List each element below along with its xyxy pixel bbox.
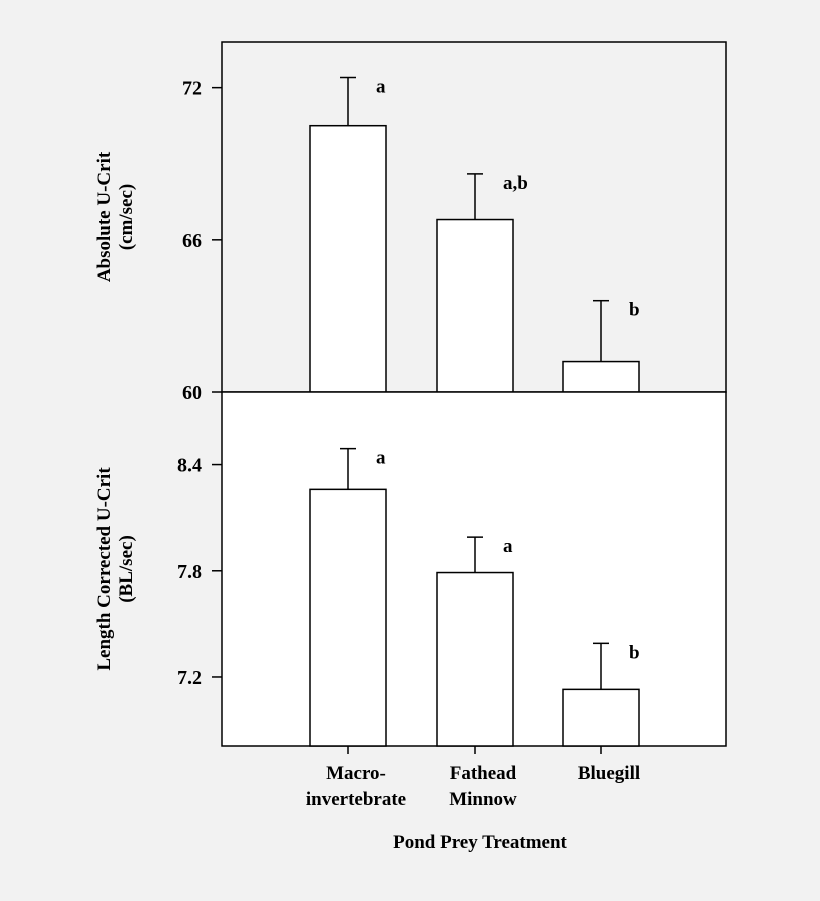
category-label-line: Minnow <box>449 789 517 810</box>
significance-label-2-3: b <box>629 642 640 663</box>
panel-1: 60 66 72 Absolute U-Crit(cm/sec) a a,b b <box>94 41 727 404</box>
panel-2: 8.4 7.8 7.2 Length Corrected U-Crit(BL/sec)… <box>94 391 727 747</box>
y-tick-label-1-1: 60 <box>182 382 202 404</box>
y-axis-title-2: Length Corrected U-Crit(BL/sec) <box>94 467 137 671</box>
category-label-2: Fathead Minnow <box>449 763 517 810</box>
bar-1-2 <box>436 218 514 393</box>
bar-2-3 <box>562 688 640 747</box>
bar-2-1 <box>309 488 387 747</box>
y-tick-label-1-3: 72 <box>182 78 202 100</box>
category-label-line: invertebrate <box>306 789 406 810</box>
category-label-line: Macro- <box>326 763 386 784</box>
y-axis-title-1: Absolute U-Crit(cm/sec) <box>94 151 137 282</box>
significance-label-2-1: a <box>376 448 386 469</box>
y-tick-label-2-3: 7.2 <box>177 667 202 689</box>
bar-1-3 <box>562 360 640 393</box>
y-tick-label-2-1: 8.4 <box>177 455 202 477</box>
category-labels: Macro-invertebrate Fathead Minnow Bluegill <box>306 763 640 810</box>
y-tick-label-1-2: 66 <box>182 230 202 252</box>
category-label-3: Bluegill <box>578 763 640 784</box>
significance-label-1-2: a,b <box>503 173 528 194</box>
bar-2-2 <box>436 571 514 747</box>
category-label-1: Macro-invertebrate <box>306 763 406 810</box>
y-axis-title-line: (BL/sec) <box>116 535 137 603</box>
y-axis-title-line: (cm/sec) <box>116 184 137 250</box>
y-tick-label-2-2: 7.8 <box>177 561 202 583</box>
category-label-line: Fathead <box>450 763 517 784</box>
chart-panels: 60 66 72 Absolute U-Crit(cm/sec) a a,b b 8.4 7.8… <box>94 41 727 754</box>
significance-label-2-2: a <box>503 536 513 557</box>
significance-label-1-1: a <box>376 77 386 98</box>
category-label-line: Bluegill <box>578 763 640 784</box>
y-axis-title-line: Length Corrected U-Crit <box>94 467 115 671</box>
bar-1-1 <box>309 124 387 393</box>
y-axis-title-line: Absolute U-Crit <box>94 151 115 282</box>
significance-label-1-3: b <box>629 300 640 321</box>
x-axis-title: Pond Prey Treatment <box>393 832 567 853</box>
